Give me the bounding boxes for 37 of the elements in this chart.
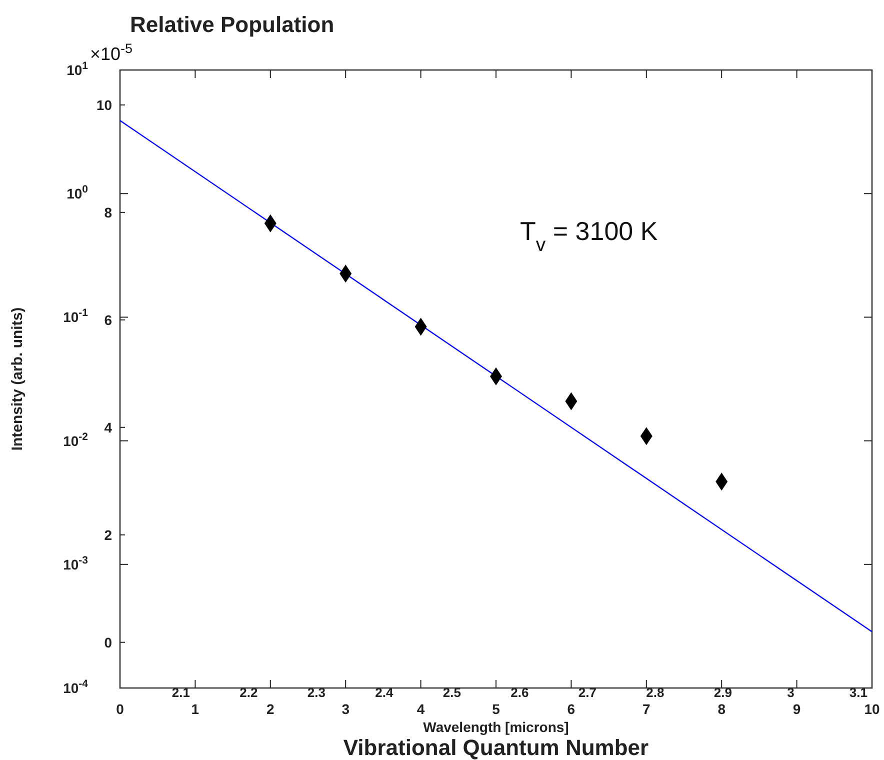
y-tick-label: 10$^{1}$ — [66, 60, 88, 78]
x2-tick-label: 2.2 — [240, 685, 258, 700]
x-tick-label: 2 — [266, 701, 274, 717]
x-tick-label: 10 — [864, 701, 880, 717]
x2-axis-title: Wavelength [microns] — [423, 719, 569, 735]
y-tick-label: 10$^{-3}$ — [63, 554, 88, 572]
x2-tick-label: 2.4 — [375, 685, 394, 700]
y2-tick-label: 4 — [104, 419, 112, 436]
x2-tick-label: 2.1 — [172, 685, 190, 700]
y2-tick-label: 0 — [104, 634, 112, 650]
y-axis-title: Intensity (arb. units) — [9, 307, 26, 451]
y-tick-label: 10$^{-2}$ — [63, 430, 88, 449]
x2-tick-label: 2.8 — [646, 685, 664, 700]
y2-tick-label: 10 — [96, 96, 112, 113]
annotation: T$_{v}$ = 3100 K — [520, 216, 658, 256]
x-tick-label: 7 — [642, 701, 650, 717]
x-tick-label: 3 — [342, 701, 350, 717]
x2-tick-label: 2.6 — [510, 685, 529, 700]
y-tick-label: 10$^{-1}$ — [63, 307, 88, 326]
x-tick-label: 5 — [492, 701, 500, 717]
y2-tick-label: 8 — [104, 204, 112, 220]
x-tick-label: 4 — [416, 701, 425, 717]
y-tick-label: 10$^{-4}$ — [63, 678, 88, 696]
x2-tick-label: 3.1 — [849, 685, 868, 700]
x-tick-label: 8 — [718, 701, 726, 717]
y2-tick-label: 6 — [104, 312, 112, 328]
x-tick-label: 0 — [116, 701, 124, 717]
y-tick-label: 10$^{0}$ — [66, 184, 88, 202]
x-axis-title: Vibrational Quantum Number — [343, 735, 650, 760]
x2-tick-label: 2.3 — [307, 685, 326, 700]
x-tick-label: 6 — [567, 701, 576, 717]
x-tick-label: 1 — [191, 701, 200, 717]
text: ×10$^{-5}$ — [90, 40, 133, 64]
x2-tick-label: 2.9 — [714, 685, 732, 700]
chart-title: Relative Population — [130, 12, 334, 37]
y2-tick-label: 2 — [104, 526, 112, 543]
x-tick-label: 9 — [792, 701, 801, 717]
